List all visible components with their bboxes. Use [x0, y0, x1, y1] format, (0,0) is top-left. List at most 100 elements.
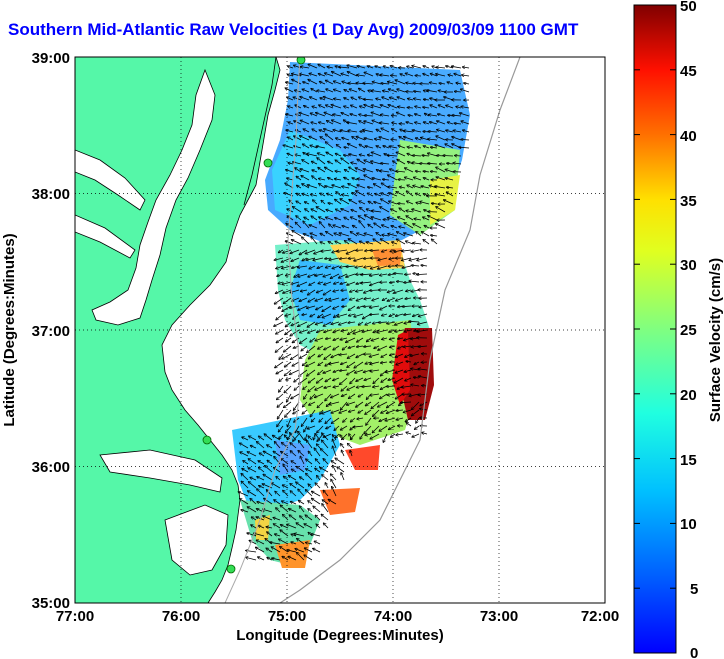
velocity-arrow — [340, 258, 348, 259]
velocity-arrow — [300, 329, 308, 333]
velocity-arrow — [381, 353, 388, 357]
velocity-arrow — [317, 401, 324, 408]
velocity-arrow — [359, 89, 366, 93]
velocity-arrow — [322, 313, 332, 318]
velocity-arrow — [357, 297, 364, 301]
velocity-arrow — [252, 517, 257, 521]
radar-station — [296, 57, 306, 65]
velocity-arrow — [284, 345, 292, 352]
velocity-arrow — [319, 217, 326, 221]
velocity-arrow — [324, 321, 332, 326]
velocity-arrow — [417, 257, 428, 260]
velocity-arrow — [424, 122, 430, 124]
velocity-arrow — [324, 329, 332, 332]
velocity-arrow — [357, 179, 366, 180]
velocity-arrow — [314, 448, 321, 457]
velocity-arrow — [298, 273, 308, 277]
velocity-arrow — [376, 130, 382, 133]
velocity-arrow — [336, 209, 342, 213]
velocity-arrow — [295, 549, 305, 553]
velocity-arrow — [298, 266, 308, 268]
velocity-arrow — [372, 105, 382, 109]
velocity-arrow — [298, 305, 308, 310]
velocity-arrow — [335, 199, 342, 205]
velocity-arrow — [437, 130, 446, 133]
velocity-arrow — [319, 222, 326, 229]
velocity-arrow — [448, 122, 454, 124]
velocity-arrow — [405, 274, 412, 275]
velocity-arrow — [287, 97, 294, 101]
velocity-arrow — [313, 506, 321, 513]
velocity-arrow — [337, 145, 342, 149]
velocity-arrow — [417, 274, 428, 275]
velocity-arrow — [351, 97, 358, 101]
velocity-arrow — [452, 137, 462, 141]
velocity-arrow — [398, 107, 406, 108]
velocity-arrow — [374, 202, 382, 205]
velocity-arrow — [436, 74, 446, 77]
velocity-arrow — [309, 74, 318, 77]
velocity-arrow — [372, 297, 380, 301]
velocity-arrow — [301, 67, 310, 68]
velocity-arrow — [359, 121, 366, 125]
velocity-arrow — [370, 290, 380, 291]
velocity-arrow — [378, 265, 388, 269]
velocity-arrow — [301, 345, 308, 351]
velocity-arrow — [281, 525, 289, 529]
velocity-arrow — [463, 67, 470, 68]
rappahannock-river — [75, 214, 136, 259]
velocity-arrow — [326, 142, 334, 149]
velocity-arrow — [327, 121, 334, 125]
velocity-arrow — [284, 401, 292, 407]
velocity-arrow — [265, 466, 273, 473]
velocity-arrow — [308, 484, 313, 489]
velocity-arrow — [307, 440, 313, 449]
velocity-arrow — [296, 176, 302, 181]
velocity-arrow — [320, 468, 329, 473]
velocity-arrow — [452, 115, 462, 116]
velocity-arrow — [305, 548, 313, 553]
velocity-arrow — [286, 114, 294, 117]
velocity-arrow — [276, 508, 281, 513]
velocity-arrow — [430, 122, 438, 125]
velocity-arrow — [447, 163, 454, 164]
velocity-arrow — [299, 501, 305, 505]
velocity-arrow — [422, 433, 428, 434]
velocity-arrow — [326, 152, 334, 157]
velocity-arrow — [307, 345, 316, 352]
velocity-arrow — [413, 155, 422, 156]
velocity-arrow — [324, 385, 332, 388]
velocity-arrow — [288, 557, 297, 561]
velocity-arrow — [276, 337, 284, 343]
velocity-arrow — [320, 234, 326, 237]
velocity-arrow — [382, 97, 390, 101]
velocity-arrow — [430, 83, 438, 85]
velocity-arrow — [407, 191, 414, 197]
velocity-arrow — [305, 202, 310, 204]
velocity-arrow — [287, 417, 292, 427]
velocity-arrow — [416, 171, 422, 172]
velocity-arrow — [342, 451, 345, 457]
velocity-arrow — [306, 474, 313, 481]
velocity-arrow — [303, 144, 310, 149]
velocity-arrow — [282, 557, 289, 561]
velocity-arrow — [308, 501, 313, 505]
velocity-arrow — [337, 250, 348, 252]
velocity-arrow — [333, 290, 340, 292]
velocity-arrow — [290, 249, 300, 253]
velocity-arrow — [300, 337, 308, 343]
velocity-arrow — [341, 209, 350, 213]
velocity-arrow — [395, 353, 404, 357]
velocity-arrow — [327, 194, 334, 197]
velocity-arrow — [282, 353, 292, 359]
velocity-arrow — [364, 99, 374, 100]
velocity-arrow — [308, 385, 316, 392]
velocity-arrow — [404, 314, 412, 315]
velocity-arrow — [391, 209, 398, 213]
velocity-arrow — [403, 306, 412, 307]
velocity-arrow — [399, 208, 406, 213]
velocity-arrow — [295, 155, 302, 156]
velocity-arrow — [404, 137, 414, 141]
velocity-arrow — [283, 464, 289, 473]
y-tick-label: 37:00 — [32, 323, 70, 340]
